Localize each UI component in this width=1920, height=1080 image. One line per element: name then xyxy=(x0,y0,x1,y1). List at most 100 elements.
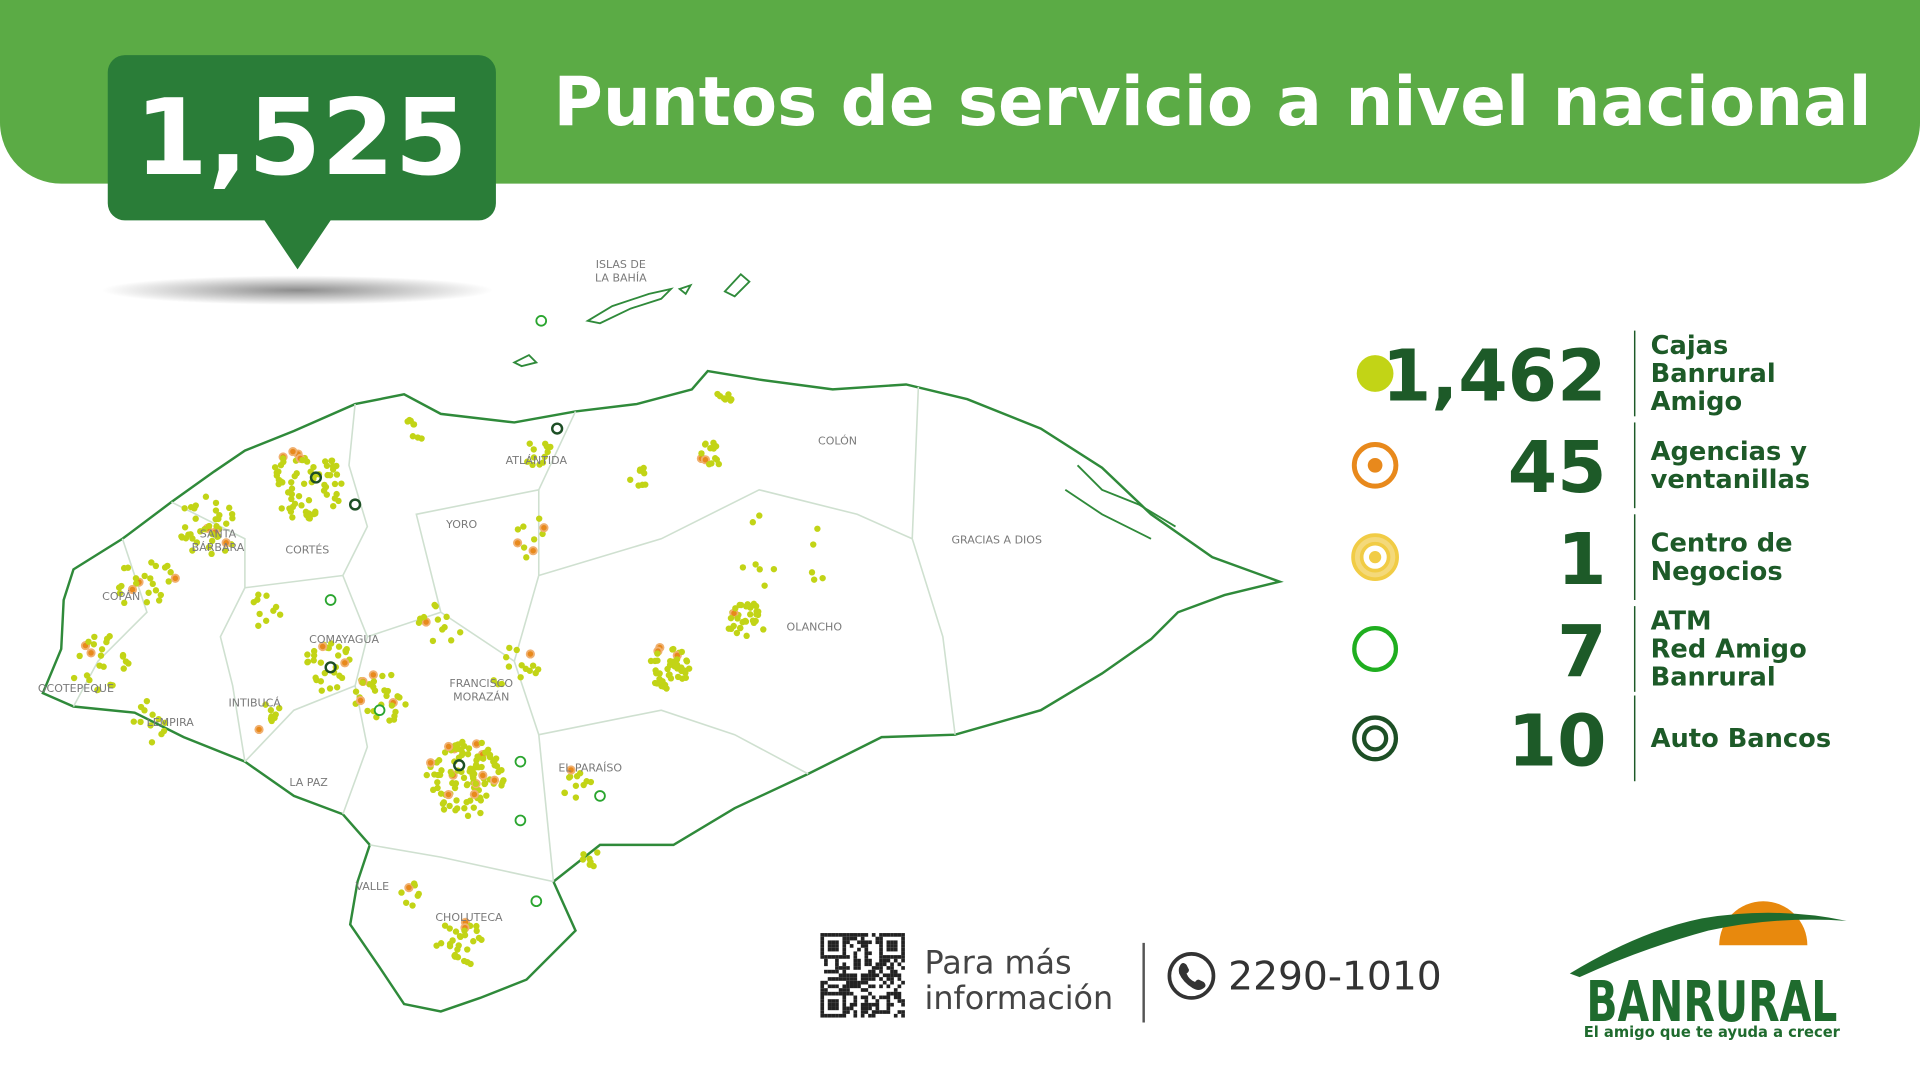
qr-cell xyxy=(846,988,850,992)
caja-point xyxy=(454,805,461,812)
qr-cell xyxy=(831,940,836,945)
qr-cell xyxy=(831,933,836,937)
caja-point xyxy=(267,715,275,722)
caja-point xyxy=(288,479,295,486)
caja-point xyxy=(481,780,488,788)
region-label: COPÁN xyxy=(102,590,140,603)
region-label: YORO xyxy=(445,518,477,531)
caja-point xyxy=(181,505,188,512)
caja-point xyxy=(193,539,201,546)
autobanco-point xyxy=(551,422,564,435)
caja-point xyxy=(473,922,480,930)
caja-point xyxy=(141,707,148,714)
agency-point xyxy=(478,770,488,780)
qr-cell xyxy=(879,958,883,963)
qr-cell xyxy=(901,951,905,956)
caja-point xyxy=(756,566,763,573)
qr-cell xyxy=(824,955,828,959)
caja-point xyxy=(143,599,151,606)
qr-cell xyxy=(864,973,869,978)
caja-point xyxy=(116,590,124,597)
logo-sun xyxy=(1719,901,1808,946)
caja-point xyxy=(477,809,484,817)
autobanco-point xyxy=(309,471,323,484)
qr-cell xyxy=(838,966,843,970)
caja-point xyxy=(149,711,156,718)
caja-point xyxy=(431,601,438,609)
caja-point xyxy=(300,480,308,487)
caja-point xyxy=(635,482,642,489)
caja-point xyxy=(752,561,759,568)
qr-cell xyxy=(893,944,898,948)
qr-cell xyxy=(868,1006,872,1011)
caja-point xyxy=(530,446,537,453)
caja-point xyxy=(544,448,551,456)
caja-point xyxy=(491,762,498,769)
atm-point xyxy=(535,315,548,327)
qr-cell xyxy=(853,995,858,1000)
caja-point xyxy=(288,491,296,498)
qr-cell xyxy=(886,944,891,948)
qr-cell xyxy=(820,1002,825,1007)
caja-point xyxy=(761,582,768,589)
caja-point xyxy=(770,565,778,573)
qr-cell xyxy=(853,973,858,978)
qr-cell xyxy=(846,973,850,978)
caja-point xyxy=(685,665,693,672)
qr-cell xyxy=(831,944,836,948)
qr-cell xyxy=(860,995,865,1000)
qr-cell xyxy=(860,1010,865,1014)
qr-cell xyxy=(846,977,850,981)
agency-point xyxy=(340,658,350,668)
caja-point xyxy=(506,644,513,652)
qr-cell xyxy=(842,940,847,945)
caja-point xyxy=(523,554,530,561)
qr-cell xyxy=(864,1010,869,1014)
qr-cell xyxy=(897,995,902,1000)
caja-point xyxy=(262,701,269,708)
caja-point xyxy=(326,685,334,692)
info-text: Para más xyxy=(924,943,1071,981)
caja-point xyxy=(70,674,78,682)
caja-point xyxy=(132,575,140,582)
legend-label: Negocios xyxy=(1651,557,1783,587)
region-label: MORAZÁN xyxy=(453,690,509,703)
qr-cell xyxy=(886,966,891,970)
qr-cell xyxy=(901,955,905,959)
qr-cell xyxy=(868,991,872,996)
legend-count: 1,462 xyxy=(1382,334,1607,417)
caja-point xyxy=(674,673,682,681)
qr-cell xyxy=(853,962,858,967)
total: 1,525 xyxy=(135,76,468,199)
qr-cell xyxy=(824,1013,828,1018)
caja-point xyxy=(492,755,500,762)
qr-cell xyxy=(835,1013,839,1018)
qr-cell xyxy=(864,944,869,948)
caja-point xyxy=(94,686,101,694)
qr-cell xyxy=(846,980,850,985)
qr-cell xyxy=(838,955,843,959)
qr-cell xyxy=(842,969,847,974)
caja-point xyxy=(392,708,399,716)
qr-cell xyxy=(879,966,883,970)
caja-point xyxy=(414,892,421,899)
caja-point xyxy=(484,746,492,753)
caja-point xyxy=(275,468,282,475)
qr-cell xyxy=(901,944,905,948)
qr-cell xyxy=(857,980,861,985)
qr-cell xyxy=(824,933,828,937)
legend-count: 10 xyxy=(1508,699,1607,782)
agency-point xyxy=(254,724,264,735)
caja-point xyxy=(137,718,144,726)
caja-point xyxy=(670,645,677,653)
caja-point xyxy=(742,617,749,625)
total-box xyxy=(107,55,496,270)
qr-cell xyxy=(901,966,905,970)
qr-cell xyxy=(849,933,854,937)
qr-cell xyxy=(875,1002,880,1007)
agency-point xyxy=(355,695,366,706)
caja-point xyxy=(263,592,270,599)
caja-point xyxy=(500,777,507,784)
qr-cell xyxy=(871,1010,876,1014)
